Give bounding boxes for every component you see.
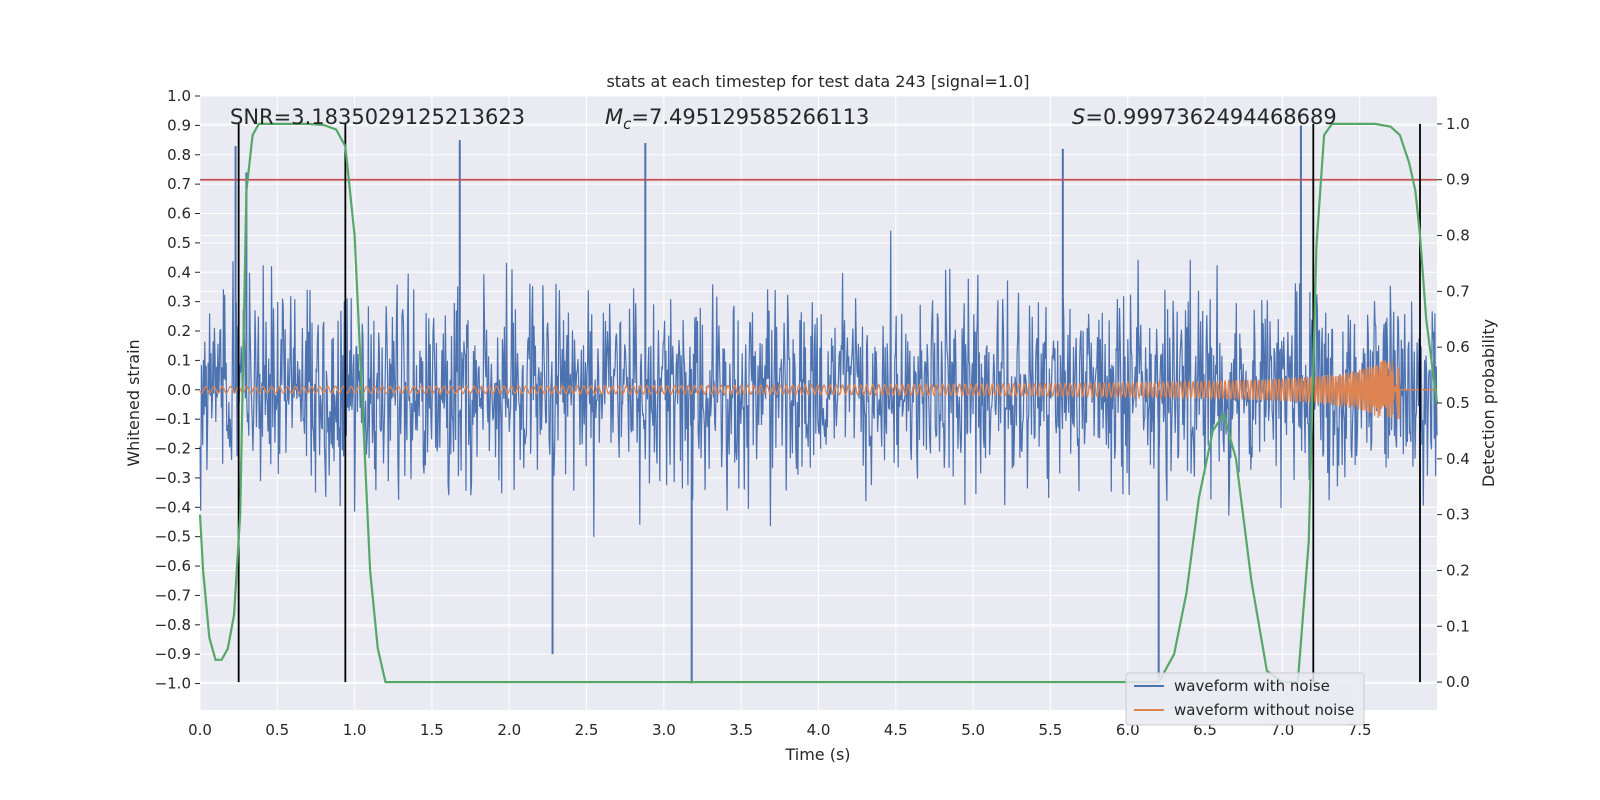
y2-tick-label: 0.2 (1446, 561, 1470, 579)
legend-label-noise: waveform with noise (1174, 677, 1330, 695)
x-tick-label: 3.0 (652, 721, 676, 739)
y-tick-label: −0.1 (155, 410, 191, 428)
x-tick-label: 5.0 (961, 721, 985, 739)
x-tick-label: 5.5 (1039, 721, 1063, 739)
y-tick-label: −0.9 (155, 645, 191, 663)
y-axis-left-ticks: 1.0 0.9 0.8 0.7 0.6 0.5 0.4 0.3 0.2 0.1 0.0 −0.1 −0.… (155, 87, 200, 693)
y2-tick-label: 0.0 (1446, 673, 1470, 691)
y-tick-label: −0.6 (155, 557, 191, 575)
s-annotation: S=0.9997362494468689 (1072, 105, 1337, 129)
y-tick-label: −0.3 (155, 469, 191, 487)
y2-tick-label: 0.3 (1446, 506, 1470, 524)
y-tick-label: 0.0 (167, 381, 191, 399)
y2-tick-label: 0.5 (1446, 394, 1470, 412)
y2-tick-label: 0.1 (1446, 617, 1470, 635)
x-axis-label: Time (s) (784, 745, 850, 764)
y-tick-label: −1.0 (155, 675, 191, 693)
snr-annotation: SNR=3.1835029125213623 (230, 105, 525, 129)
y-tick-label: −0.5 (155, 528, 191, 546)
x-tick-label: 2.5 (575, 721, 599, 739)
x-tick-label: 0.5 (265, 721, 289, 739)
series-waveform-without-noise (199, 360, 1437, 420)
y-tick-label: 0.7 (167, 175, 191, 193)
legend-label-clean: waveform without noise (1174, 701, 1354, 719)
y-tick-label: 0.4 (167, 263, 191, 281)
y2-tick-label: 0.8 (1446, 227, 1470, 245)
y-tick-label: 0.8 (167, 146, 191, 164)
y-tick-label: 0.6 (167, 205, 191, 223)
y-tick-label: 0.1 (167, 351, 191, 369)
y-tick-label: 1.0 (167, 87, 191, 105)
y-tick-label: 0.2 (167, 322, 191, 340)
y2-tick-label: 0.4 (1446, 450, 1470, 468)
series-waveform-with-noise (199, 125, 1438, 684)
y2-tick-label: 0.9 (1446, 171, 1470, 189)
x-tick-label: 0.0 (188, 721, 212, 739)
y-tick-label: −0.4 (155, 498, 191, 516)
y-tick-label: −0.8 (155, 616, 191, 634)
y-tick-label: −0.2 (155, 440, 191, 458)
y2-tick-label: 1.0 (1446, 115, 1470, 133)
chart-title: stats at each timestep for test data 243… (606, 72, 1029, 91)
x-tick-label: 4.0 (807, 721, 831, 739)
x-tick-label: 1.0 (343, 721, 367, 739)
y2-tick-label: 0.6 (1446, 338, 1470, 356)
y-tick-label: 0.9 (167, 116, 191, 134)
legend: waveform with noise waveform without noi… (1125, 672, 1365, 726)
y-tick-label: 0.3 (167, 293, 191, 311)
legend-box (1125, 672, 1365, 726)
x-tick-label: 3.5 (729, 721, 753, 739)
y2-tick-label: 0.7 (1446, 282, 1470, 300)
x-tick-label: 1.5 (420, 721, 444, 739)
noise-trace (199, 230, 1438, 537)
series-detection-probability (198, 122, 1439, 684)
x-tick-label: 4.5 (884, 721, 908, 739)
y-tick-label: 0.5 (167, 234, 191, 252)
y-tick-label: −0.7 (155, 586, 191, 604)
y-axis-right-ticks: 1.0 0.9 0.8 0.7 0.6 0.5 0.4 0.3 0.2 0.1 0.0 (1437, 115, 1470, 691)
y-axis-label: Whitened strain (124, 339, 143, 466)
y-axis-right-label: Detection probability (1479, 319, 1498, 487)
chirp-mass-annotation: Mc=7.495129585266113 (605, 105, 869, 133)
x-tick-label: 2.0 (497, 721, 521, 739)
